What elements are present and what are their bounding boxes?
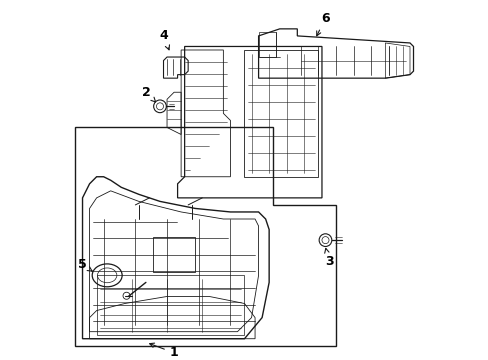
Text: 1: 1 [149,343,178,359]
Text: 6: 6 [316,12,329,36]
Text: 5: 5 [78,258,92,271]
Text: 3: 3 [324,248,333,268]
Text: 2: 2 [141,86,155,102]
Text: 4: 4 [159,30,169,50]
